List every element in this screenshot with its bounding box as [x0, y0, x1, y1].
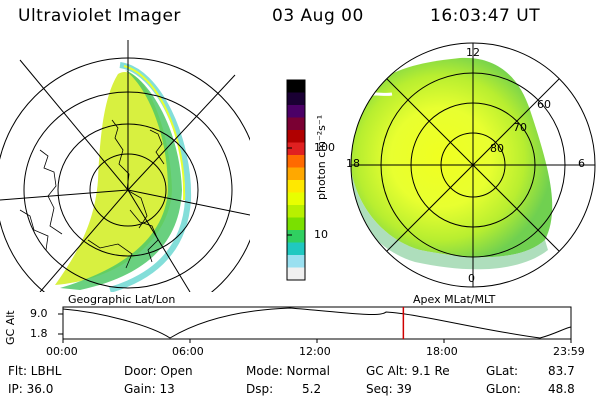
mlt-label-18: 18: [346, 157, 360, 170]
colorbar-segment: [287, 180, 305, 193]
left-panel-caption: Geographic Lat/Lon: [68, 293, 176, 306]
colorbar-segment: [287, 142, 305, 156]
mlt-label-0: 0: [468, 272, 475, 285]
glon-value: 48.8: [548, 382, 575, 396]
altitude-curve: [62, 307, 572, 339]
colorbar-segment: [287, 130, 305, 143]
altitude-ylabel: GC Alt: [4, 310, 17, 345]
mlt-label-12: 12: [466, 46, 480, 59]
colorbar-tick-100: 100: [314, 141, 335, 154]
glat-value: 83.7: [548, 364, 575, 378]
auroral-emission-edge: [60, 70, 182, 290]
auroral-oval-edge: [351, 175, 548, 270]
colorbar-segment: [287, 255, 305, 268]
dsp-label: Dsp:: [246, 382, 274, 396]
time-tick-0000: 00:00: [46, 345, 78, 358]
dsp-value: 5.2: [302, 382, 322, 396]
time-tick-1200: 12:00: [299, 345, 331, 358]
mode-readout: Mode: Normal: [246, 364, 330, 378]
colorbar-frame: [286, 79, 306, 281]
lat-label-70: 70: [513, 121, 527, 134]
time-tick-0600: 06:00: [172, 345, 204, 358]
glat-label: GLat:: [486, 364, 519, 378]
colorbar-segment: [287, 205, 305, 218]
mlt-label-6: 6: [578, 157, 585, 170]
geographic-map: [0, 40, 250, 292]
meridian-line: [19, 59, 129, 191]
lat-label-80: 80: [490, 142, 504, 155]
date-label: 03 Aug 00: [272, 6, 364, 26]
colorbar-unit: photon cm⁻²s⁻¹: [315, 115, 328, 200]
coastlines: [19, 119, 165, 269]
colorbar-segment: [287, 167, 305, 181]
mlt-line-diag: [386, 78, 560, 252]
colorbar: [287, 80, 305, 281]
glon-label: GLon:: [486, 382, 521, 396]
colorbar-tick-10: 10: [314, 228, 328, 241]
colorbar-segment: [287, 267, 305, 281]
colorbar-segment: [287, 105, 305, 118]
meridian-line: [0, 189, 129, 201]
altitude-ytick-1-8: 1.8: [30, 327, 48, 340]
right-panel-caption: Apex MLat/MLT: [413, 293, 496, 306]
instrument-title: Ultraviolet Imager: [18, 6, 181, 26]
meridian-line: [127, 189, 250, 216]
colorbar-segment: [287, 117, 305, 131]
colorbar-segment: [287, 80, 305, 93]
gc-alt-readout: GC Alt: 9.1 Re: [366, 364, 450, 378]
apex-polar-map: [350, 42, 596, 288]
colorbar-segment: [287, 192, 305, 206]
colorbar-segment: [287, 242, 305, 256]
meridian-line: [127, 189, 191, 292]
colorbar-segment: [287, 230, 305, 243]
lat-label-60: 60: [537, 98, 551, 111]
flt-readout: Flt: LBHL: [8, 364, 62, 378]
door-readout: Door: Open: [124, 364, 193, 378]
meridian-line: [127, 74, 236, 191]
colorbar-segment: [287, 217, 305, 231]
ip-readout: IP: 36.0: [8, 382, 54, 396]
gain-readout: Gain: 13: [124, 382, 175, 396]
time-tick-1800: 18:00: [426, 345, 458, 358]
auroral-arc-inner: [123, 65, 186, 201]
altitude-plot: [58, 306, 572, 343]
colorbar-segment: [287, 155, 305, 168]
colorbar-segment: [287, 92, 305, 106]
time-label: 16:03:47 UT: [430, 6, 541, 26]
altitude-ytick-9: 9.0: [30, 307, 48, 320]
altitude-plot-frame: [62, 306, 572, 340]
meridian-line: [39, 189, 129, 292]
seq-readout: Seq: 39: [366, 382, 412, 396]
time-tick-2359: 23:59: [553, 345, 585, 358]
